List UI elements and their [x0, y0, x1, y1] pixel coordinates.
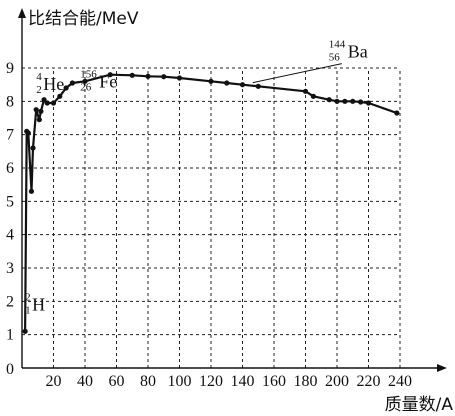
axes: [18, 8, 447, 372]
y-tick-label: 3: [6, 260, 14, 277]
y-tick-label: 2: [6, 293, 14, 310]
element-symbol: H: [32, 294, 45, 314]
data-point: [358, 99, 364, 105]
data-point: [57, 93, 63, 99]
y-tick-label: 5: [6, 193, 14, 210]
y-tick-label: 4: [6, 227, 14, 244]
y-axis-arrow: [18, 8, 26, 18]
data-point: [22, 328, 28, 334]
x-tick-label: 220: [357, 373, 381, 390]
data-point: [334, 98, 340, 104]
atomic-number: 56: [329, 52, 341, 64]
x-tick-label: 80: [140, 373, 156, 390]
y-tick-label: 1: [6, 327, 14, 344]
data-point: [33, 107, 39, 113]
data-points: [22, 72, 400, 334]
x-axis-label: 质量数/A: [385, 395, 454, 415]
x-tick-label: 60: [109, 373, 125, 390]
x-tick-label: 120: [199, 373, 223, 390]
x-axis-arrow: [437, 364, 447, 372]
data-point: [161, 74, 167, 80]
data-point: [36, 117, 42, 123]
leader-line: [252, 63, 342, 84]
mass-number: 4: [36, 71, 42, 83]
data-point: [302, 88, 309, 94]
data-point: [342, 98, 348, 104]
x-tick-label: 140: [231, 373, 255, 390]
data-point: [394, 110, 400, 116]
data-point: [145, 73, 151, 79]
y-axis-label: 比结合能/MeV: [28, 9, 139, 29]
x-tick-label: 180: [294, 373, 318, 390]
data-point: [365, 100, 372, 106]
mass-number: 144: [329, 39, 346, 51]
y-tick-label: 6: [6, 160, 14, 177]
mass-number: 156: [80, 69, 97, 81]
data-point: [310, 93, 316, 99]
data-point: [38, 108, 44, 114]
x-tick-label: 240: [388, 373, 412, 390]
data-point: [176, 75, 183, 81]
x-tick-label: 20: [46, 373, 62, 390]
data-point: [30, 145, 36, 151]
mass-number: 2: [25, 291, 31, 303]
data-point: [28, 188, 35, 194]
data-point: [25, 130, 31, 136]
data-point: [82, 78, 88, 84]
data-point: [255, 83, 261, 89]
data-point: [44, 100, 50, 106]
atomic-number: 2: [36, 84, 42, 96]
data-point: [224, 80, 230, 86]
y-tick-label: 8: [6, 93, 14, 110]
data-point: [350, 98, 356, 104]
data-point: [129, 72, 135, 78]
element-symbol: He: [43, 74, 64, 94]
y-tick-label: 7: [6, 127, 14, 144]
data-point: [50, 100, 57, 106]
data-point: [63, 85, 69, 91]
data-point: [326, 97, 332, 103]
x-tick-label: 40: [77, 373, 93, 390]
origin-label: 0: [6, 361, 14, 378]
nuclide-label-he: 42 He: [36, 71, 64, 96]
y-tick-label: 9: [6, 60, 14, 77]
atomic-number: 1: [25, 304, 31, 316]
data-point: [107, 72, 113, 78]
data-point: [239, 82, 246, 88]
data-point: [69, 80, 75, 86]
atomic-number: 26: [80, 82, 92, 94]
data-point: [208, 78, 214, 84]
element-symbol: Ba: [348, 42, 368, 62]
x-tick-label: 100: [168, 373, 192, 390]
grid: [22, 67, 401, 368]
x-tick-label: 200: [325, 373, 349, 390]
nuclide-label-h: 21 H: [25, 291, 45, 316]
element-symbol: Fe: [99, 72, 117, 92]
data-point: [41, 97, 47, 103]
x-tick-label: 160: [262, 373, 286, 390]
